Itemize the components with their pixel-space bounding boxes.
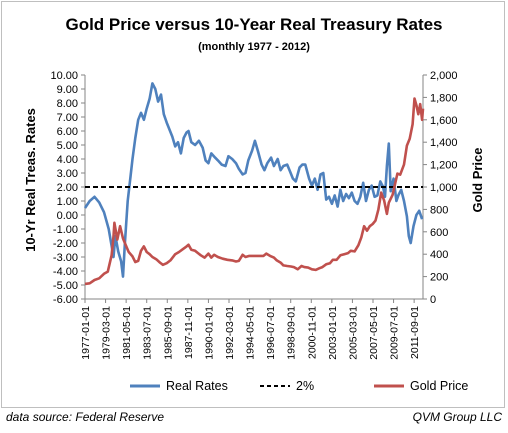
- right-tick-label: 200: [430, 272, 448, 284]
- series-line-gold-price: [84, 97, 425, 286]
- right-tick-label: 1,000: [430, 182, 458, 194]
- legend: Real Rates 2% Gold Price: [130, 379, 468, 393]
- legend-entry: Gold Price: [410, 379, 468, 393]
- left-tick-label: 7.00: [57, 112, 78, 124]
- left-tick-label: -5.00: [53, 280, 78, 292]
- chart-subtitle: (monthly 1977 - 2012): [198, 41, 310, 53]
- left-tick-label: -3.00: [53, 252, 78, 264]
- left-tick-label: 1.00: [57, 196, 78, 208]
- x-tick-label: 1994-05-01: [245, 306, 257, 360]
- x-tick-label: 2003-01-01: [327, 306, 339, 360]
- right-axis-title: Gold Price: [470, 147, 485, 212]
- chart-canvas: Gold Price versus 10-Year Real Treasury …: [23, 15, 485, 393]
- left-tick-label: -1.00: [53, 224, 78, 236]
- left-tick-label: -4.00: [53, 266, 78, 278]
- right-tick-label: 0: [430, 294, 436, 306]
- chart-title: Gold Price versus 10-Year Real Treasury …: [65, 15, 442, 34]
- right-tick-label: 800: [430, 204, 448, 216]
- left-axis-title: 10-Yr Real Treas. Rates: [23, 108, 38, 252]
- x-tick-label: 1985-09-01: [162, 306, 174, 360]
- credit-note: QVM Group LLC: [412, 410, 502, 424]
- left-tick-label: 2.00: [57, 182, 78, 194]
- left-tick-label: 4.00: [57, 154, 78, 166]
- x-tick-label: 2009-07-01: [389, 306, 401, 360]
- left-tick-label: 10.00: [50, 70, 78, 82]
- right-tick-label: 400: [430, 249, 448, 261]
- x-tick-label: 2005-03-01: [347, 306, 359, 360]
- series-line-real-rates: [83, 82, 424, 278]
- legend-entry: 2%: [296, 379, 314, 393]
- x-tick-label: 1996-07-01: [265, 306, 277, 360]
- left-tick-label: 5.00: [57, 140, 78, 152]
- data-source-note: data source: Federal Reserve: [6, 410, 165, 424]
- x-tick-label: 1987-11-01: [183, 306, 195, 359]
- right-tick-label: 1,600: [430, 115, 458, 127]
- x-tick-label: 2007-05-01: [368, 306, 380, 360]
- x-tick-label: 1981-05-01: [121, 306, 133, 360]
- left-tick-label: -2.00: [53, 238, 78, 250]
- x-tick-label: 1992-03-01: [224, 306, 236, 360]
- right-tick-label: 1,400: [430, 137, 458, 149]
- left-tick-label: 6.00: [57, 126, 78, 138]
- x-tick-label: 1983-07-01: [142, 306, 154, 360]
- right-tick-label: 1,800: [430, 92, 458, 104]
- left-tick-label: 3.00: [57, 168, 78, 180]
- left-tick-label: 0.00: [57, 210, 78, 222]
- legend-entry: Real Rates: [166, 379, 228, 393]
- x-tick-label: 1979-03-01: [101, 306, 113, 360]
- x-tick-label: 2011-09-01: [409, 306, 421, 359]
- left-tick-label: 9.00: [57, 84, 78, 96]
- right-tick-label: 2,000: [430, 70, 458, 82]
- x-tick-label: 2000-11-01: [306, 306, 318, 359]
- right-tick-label: 600: [430, 227, 448, 239]
- x-tick-label: 1990-01-01: [203, 306, 215, 360]
- right-tick-label: 1,200: [430, 160, 458, 172]
- left-tick-label: -6.00: [53, 294, 78, 306]
- x-tick-label: 1977-01-01: [80, 306, 92, 360]
- plot-area: 10.00 9.00 8.00 7.00 6.00 5.00 4.00 3.00 2.00 1.0…: [50, 70, 457, 360]
- x-tick-label: 1998-09-01: [286, 306, 298, 360]
- left-tick-label: 8.00: [57, 98, 78, 110]
